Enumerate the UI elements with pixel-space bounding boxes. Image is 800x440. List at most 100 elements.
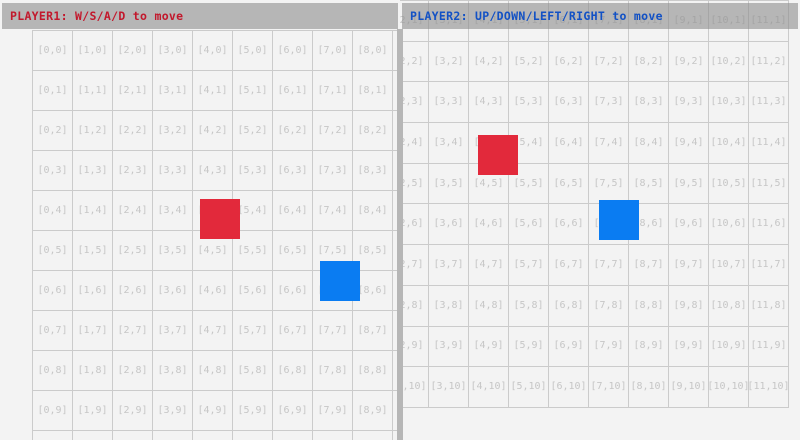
grid-cell: [7,0] <box>589 0 629 1</box>
grid-cell: [2,4] <box>400 123 429 164</box>
grid-cell: [3,9] <box>153 391 193 431</box>
cell-coordinate-label: [6,4] <box>553 136 584 148</box>
grid-cell: [8,6] <box>629 204 669 246</box>
cell-coordinate-label: [2,0] <box>117 44 148 56</box>
cell-coordinate-label: [5,3] <box>237 164 268 176</box>
grid-cell: [7,7] <box>313 311 353 351</box>
grid-cell: [5,0] <box>233 31 273 71</box>
cell-coordinate-label: [0,7] <box>37 324 68 336</box>
cell-coordinate-label: [8,0] <box>357 44 388 56</box>
cell-coordinate-label: [5,2] <box>237 124 268 136</box>
cell-coordinate-label: [2,6] <box>400 218 424 230</box>
grid-cell: [7,10] <box>313 431 353 440</box>
grid-cell: [5,8] <box>509 285 549 327</box>
cell-coordinate-label: [2,8] <box>400 299 424 311</box>
grid-cell: [0,2] <box>33 111 73 151</box>
cell-coordinate-label: [0,3] <box>37 164 68 176</box>
grid-cell: [5,5] <box>509 163 549 205</box>
grid-cell: [1,2] <box>73 111 113 151</box>
cell-coordinate-label: [8,8] <box>357 364 388 376</box>
cell-coordinate-label: [3,6] <box>433 218 464 230</box>
grid-cell: [3,0] <box>153 31 193 71</box>
grid-cell: [8,9] <box>629 326 669 368</box>
cell-coordinate-label: [3,4] <box>433 136 464 148</box>
grid-cell: [5,9] <box>233 391 273 431</box>
cell-coordinate-label: [6,3] <box>277 164 308 176</box>
grid-cell: [6,0] <box>549 0 589 1</box>
cell-coordinate-label: [2,8] <box>117 364 148 376</box>
grid-cell: [8,1] <box>353 71 393 111</box>
grid-cell: [7,8] <box>313 351 353 391</box>
grid-cell: [3,4] <box>153 191 193 231</box>
grid-cell: [0,9] <box>33 391 73 431</box>
grid-cell: [1,10] <box>73 431 113 440</box>
grid-cell: [0,6] <box>33 271 73 311</box>
grid-cell: [5,10] <box>233 431 273 440</box>
grid-cell: [3,3] <box>429 82 469 124</box>
cell-coordinate-label: [11,5] <box>750 177 787 189</box>
grid-cell: [8,6] <box>353 271 393 311</box>
cell-coordinate-label: [7,3] <box>317 164 348 176</box>
grid-cell: [8,10] <box>629 367 669 408</box>
cell-coordinate-label: [4,1] <box>197 84 228 96</box>
panel-divider <box>397 29 403 440</box>
grid-cell: [2,2] <box>113 111 153 151</box>
cell-coordinate-label: [3,10] <box>430 381 467 393</box>
grid-cell: [6,6] <box>273 271 313 311</box>
grid-cell: [7,8] <box>589 285 629 327</box>
grid-cell: [0,0] <box>33 31 73 71</box>
grid-cell: [4,0] <box>469 0 509 1</box>
grid-cell: [5,10] <box>509 367 549 408</box>
cell-coordinate-label: [10,5] <box>710 177 747 189</box>
grid-cell: [7,5] <box>589 163 629 205</box>
grid-cell: [5,3] <box>233 151 273 191</box>
grid-cell: [10,7] <box>709 245 749 286</box>
cell-coordinate-label: [11,8] <box>750 299 787 311</box>
grid-cell: [5,4] <box>233 191 273 231</box>
grid-cell: [6,5] <box>549 163 589 205</box>
cell-coordinate-label: [7,8] <box>593 299 624 311</box>
cell-coordinate-label: [1,6] <box>77 284 108 296</box>
cell-coordinate-label: [2,3] <box>400 96 424 108</box>
grid-cell: [0,7] <box>33 311 73 351</box>
grid-cell: [5,5] <box>233 231 273 271</box>
grid-cell: [0,10] <box>33 431 73 440</box>
grid-cell: [9,4] <box>669 123 709 164</box>
cell-coordinate-label: [8,3] <box>357 164 388 176</box>
cell-coordinate-label: [11,4] <box>750 136 787 148</box>
cell-coordinate-label: [2,9] <box>400 340 424 352</box>
cell-coordinate-label: [3,2] <box>433 55 464 67</box>
cell-coordinate-label: [8,6] <box>633 218 664 230</box>
cell-coordinate-label: [4,7] <box>197 324 228 336</box>
cell-coordinate-label: [7,7] <box>593 258 624 270</box>
cell-coordinate-label: [11,9] <box>750 340 787 352</box>
cell-coordinate-label: [6,5] <box>277 244 308 256</box>
cell-coordinate-label: [4,3] <box>197 164 228 176</box>
cell-coordinate-label: [3,8] <box>433 299 464 311</box>
grid-cell: [8,4] <box>353 191 393 231</box>
cell-coordinate-label: [0,0] <box>37 44 68 56</box>
cell-coordinate-label: [9,4] <box>673 136 704 148</box>
grid-cell: [11,6] <box>749 204 789 246</box>
cell-coordinate-label: [8,7] <box>633 258 664 270</box>
cell-coordinate-label: [7,10] <box>590 381 627 393</box>
cell-coordinate-label: [1,8] <box>77 364 108 376</box>
grid-cell: [10,8] <box>709 285 749 327</box>
grid-cell: [8,5] <box>629 163 669 205</box>
cell-coordinate-label: [3,7] <box>433 258 464 270</box>
grid-cell: [9,2] <box>669 41 709 83</box>
grid-cell: [2,9] <box>400 326 429 368</box>
cell-coordinate-label: [5,9] <box>237 404 268 416</box>
grid-cell: [11,4] <box>749 123 789 164</box>
grid-cell: [5,7] <box>233 311 273 351</box>
cell-coordinate-label: [6,4] <box>277 204 308 216</box>
cell-coordinate-label: [7,0] <box>317 44 348 56</box>
grid-cell: [10,4] <box>709 123 749 164</box>
player2-square <box>599 200 639 240</box>
cell-coordinate-label: [3,5] <box>157 244 188 256</box>
grid-cell: [7,3] <box>589 82 629 124</box>
grid-cell: [7,0] <box>313 31 353 71</box>
cell-coordinate-label: [0,9] <box>37 404 68 416</box>
grid-cell: [2,0] <box>113 31 153 71</box>
grid-cell: [0,8] <box>33 351 73 391</box>
